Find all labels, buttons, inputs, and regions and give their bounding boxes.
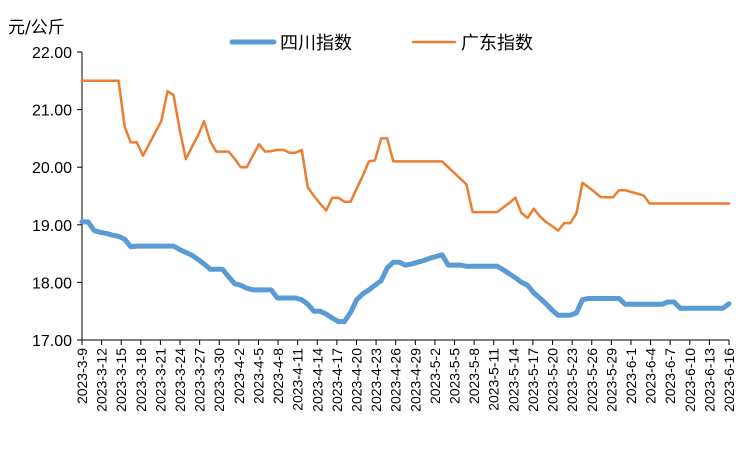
x-tick-label: 2023-5-2 [427, 348, 443, 404]
x-tick-label: 2023-3-24 [172, 348, 188, 412]
x-tick-label: 2023-4-20 [348, 348, 364, 412]
x-axis: 2023-3-9 2023-3-12 2023-3-15 2023-3-18 2023-… [74, 339, 737, 412]
legend-label-1: 四川指数 [280, 33, 352, 54]
x-tick-label: 2023-3-9 [74, 348, 90, 404]
x-tick-label: 2023-4-29 [407, 348, 423, 412]
x-tick-label: 2023-4-14 [309, 348, 325, 412]
x-tick-label: 2023-4-17 [329, 348, 345, 412]
x-tick-label: 2023-4-5 [250, 348, 266, 404]
x-tick-label: 2023-4-8 [270, 348, 286, 404]
x-tick-label: 2023-6-4 [643, 348, 659, 404]
y-tick-label: 19.00 [32, 218, 72, 235]
x-tick-label: 2023-5-11 [486, 348, 502, 411]
x-tick-label: 2023-5-8 [466, 348, 482, 404]
y-axis-unit: 元/公斤 [8, 18, 65, 38]
x-tick-label: 2023-3-12 [94, 348, 110, 412]
x-tick-label: 2023-3-30 [211, 348, 227, 412]
y-tick-label: 17.00 [32, 333, 72, 350]
x-tick-label: 2023-6-10 [682, 348, 698, 412]
y-tick-label: 20.00 [32, 160, 72, 177]
x-tick-label: 2023-5-20 [545, 348, 561, 412]
x-tick-label: 2023-6-16 [721, 348, 737, 412]
y-axis: 17.00 18.00 19.00 20.00 21.00 22.00 [32, 45, 83, 350]
y-tick-label: 21.00 [32, 103, 72, 120]
x-tick-label: 2023-5-17 [525, 348, 541, 412]
x-tick-label: 2023-6-7 [662, 348, 678, 404]
legend: 四川指数 广东指数 [229, 33, 533, 54]
y-tick-label: 18.00 [32, 275, 72, 292]
x-tick-label: 2023-3-18 [133, 348, 149, 412]
x-tick-label: 2023-4-11 [290, 348, 306, 411]
x-tick-label: 2023-4-2 [231, 348, 247, 404]
x-tick-label: 2023-3-27 [192, 348, 208, 412]
x-tick-label: 2023-5-23 [564, 348, 580, 412]
series-layer [79, 79, 732, 325]
x-tick-label: 2023-3-21 [152, 348, 168, 412]
x-tick-label: 2023-3-15 [113, 348, 129, 412]
x-tick-label: 2023-4-23 [368, 348, 384, 412]
x-tick-label: 2023-5-14 [505, 348, 521, 412]
series-line-2 [80, 79, 731, 232]
x-tick-label: 2023-4-26 [388, 348, 404, 412]
x-tick-label: 2023-5-26 [584, 348, 600, 412]
series-line-1 [79, 219, 732, 325]
x-tick-label: 2023-6-1 [623, 348, 639, 404]
x-tick-label: 2023-6-13 [701, 348, 717, 412]
y-tick-label: 22.00 [32, 45, 72, 62]
x-tick-label: 2023-5-29 [603, 348, 619, 412]
x-tick-label: 2023-5-5 [447, 348, 463, 404]
legend-label-2: 广东指数 [461, 33, 533, 54]
